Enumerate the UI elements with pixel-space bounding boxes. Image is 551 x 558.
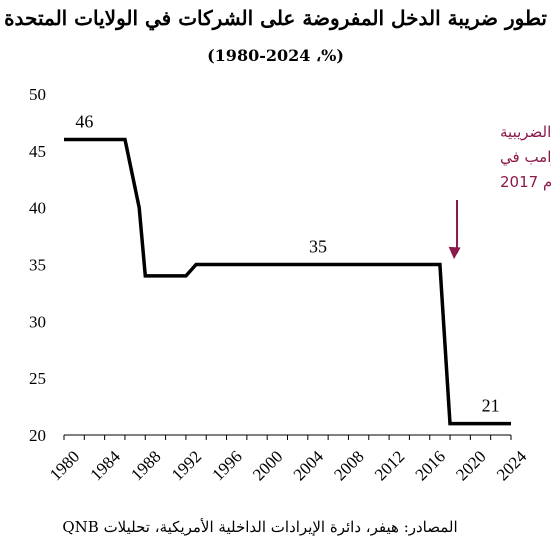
y-tick-label: 35	[29, 256, 46, 275]
x-tick-label: 2000	[249, 447, 286, 484]
annotation-text-line: التي أقرها ترامب في	[500, 147, 551, 167]
axes	[63, 434, 512, 440]
annotation: التخفيضات الضريبية التي أقرها ترامب في عام…	[448, 123, 551, 260]
x-tick-label: 1980	[46, 447, 83, 484]
annotation-arrow-head	[448, 246, 461, 260]
x-tick-label: 1996	[208, 447, 245, 484]
data-label: 46	[75, 111, 93, 131]
data-label: 21	[482, 396, 500, 416]
x-tick-label: 2024	[493, 447, 531, 485]
annotation-text-line: التخفيضات الضريبية	[500, 123, 551, 141]
source-note: المصادر: هيفر، دائرة الإيرادات الداخلية …	[62, 518, 458, 536]
y-tick-label: 50	[29, 85, 46, 104]
x-tick-label: 2004	[290, 447, 328, 485]
x-tick-label: 1984	[86, 447, 124, 485]
chart-title: تطور ضريبة الدخل المفروضة على الشركات في…	[4, 6, 547, 30]
y-tick-label: 40	[29, 199, 46, 218]
x-tick-labels: 1980 1984 1988 1992 1996 2000 2004 2008 2012 2016…	[46, 447, 531, 485]
x-tick-label: 1988	[127, 447, 164, 484]
y-tick-label: 20	[29, 426, 46, 445]
x-tick-label: 2016	[412, 447, 449, 484]
y-tick-label: 30	[29, 312, 46, 331]
series-line	[64, 137, 511, 426]
series-corporate-tax	[64, 137, 511, 426]
x-tick-label: 2012	[371, 447, 408, 484]
data-label: 35	[309, 237, 327, 257]
y-tick-label: 25	[29, 369, 46, 388]
x-tick-label: 2020	[452, 447, 489, 484]
data-labels: 46 35 21	[75, 111, 499, 415]
y-tick-label: 45	[29, 142, 46, 161]
y-tick-labels: 20 25 30 35 40 45 50	[29, 85, 46, 445]
x-tick-label: 2008	[330, 447, 367, 484]
annotation-text-line: عام 2017	[500, 173, 551, 191]
chart-subtitle: (%، 1980-2024)	[207, 46, 344, 65]
x-tick-label: 1992	[168, 447, 205, 484]
